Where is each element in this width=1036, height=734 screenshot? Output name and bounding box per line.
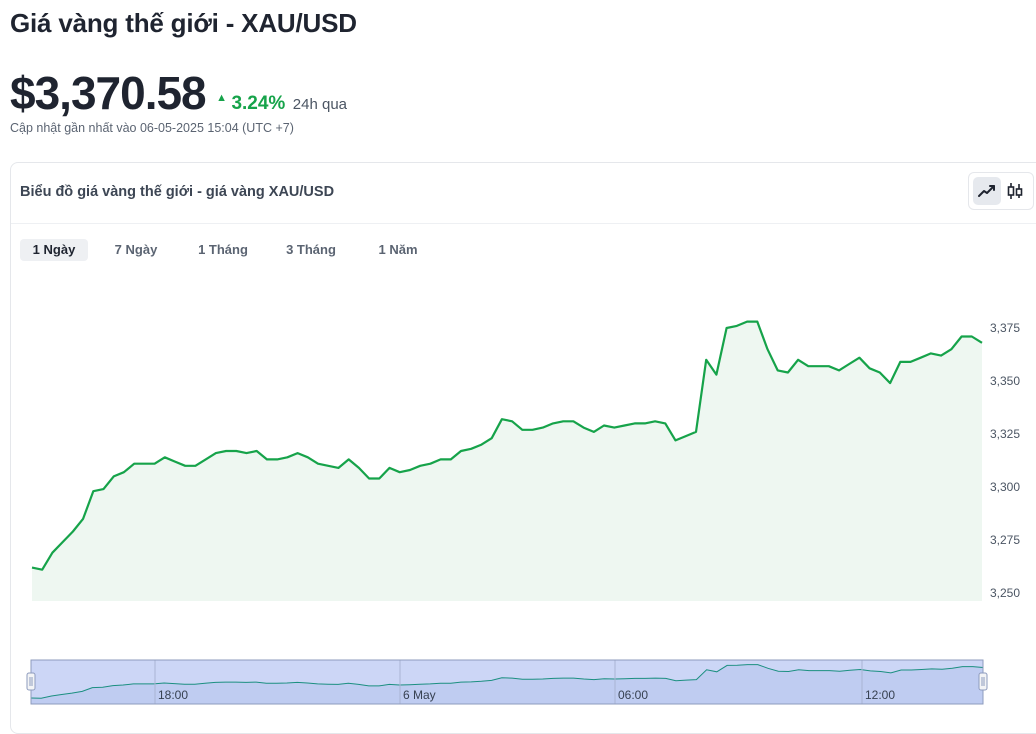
y-tick-label: 3,250 xyxy=(990,586,1020,600)
y-tick-label: 3,325 xyxy=(990,427,1020,441)
tab-7-ngay[interactable]: 7 Ngày xyxy=(114,242,158,257)
price-line xyxy=(31,320,983,571)
y-tick-label: 3,275 xyxy=(990,533,1020,547)
candlestick-button[interactable] xyxy=(1001,177,1029,205)
navigator-line xyxy=(30,664,984,699)
change-percent: 3.24% xyxy=(231,93,286,114)
navigator-time-label: 12:00 xyxy=(865,688,895,702)
chart-type-toggle xyxy=(968,172,1034,210)
price-chart[interactable]: 3,250 3,275 3,300 3,325 3,350 3,375 18:00 6 May… xyxy=(0,0,1036,718)
tab-3-thang[interactable]: 3 Tháng xyxy=(286,242,336,257)
navigator-handle-left[interactable] xyxy=(26,672,36,691)
card-divider xyxy=(11,223,1036,224)
navigator-area xyxy=(31,664,983,704)
tab-1-nam[interactable]: 1 Năm xyxy=(378,242,418,257)
tab-1-ngay[interactable]: 1 Ngày xyxy=(20,239,88,261)
navigator-handle-right[interactable] xyxy=(978,672,988,691)
line-chart-icon xyxy=(978,185,995,197)
y-tick-label: 3,350 xyxy=(990,374,1020,388)
line-chart-button[interactable] xyxy=(973,177,1001,205)
navigator-time-label: 18:00 xyxy=(158,688,188,702)
y-tick-label: 3,300 xyxy=(990,480,1020,494)
page-title: Giá vàng thế giới - XAU/USD xyxy=(10,8,357,38)
current-price: $3,370.58 xyxy=(10,67,207,119)
chart-card-title: Biểu đồ giá vàng thế giới - giá vàng XAU… xyxy=(20,184,335,200)
navigator-time-label: 06:00 xyxy=(618,688,648,702)
candlestick-icon xyxy=(1007,183,1023,199)
navigator-time-label: 6 May xyxy=(403,688,436,702)
price-row: $3,370.58 ▲ 3.24% 24h qua xyxy=(10,66,347,126)
y-tick-label: 3,375 xyxy=(990,321,1020,335)
change-period: 24h qua xyxy=(292,96,348,113)
tab-1-thang[interactable]: 1 Tháng xyxy=(198,242,248,257)
triangle-up-icon: ▲ xyxy=(216,92,227,104)
price-area xyxy=(32,321,982,601)
last-updated: Cập nhật gần nhất vào 06-05-2025 15:04 (… xyxy=(10,121,294,135)
